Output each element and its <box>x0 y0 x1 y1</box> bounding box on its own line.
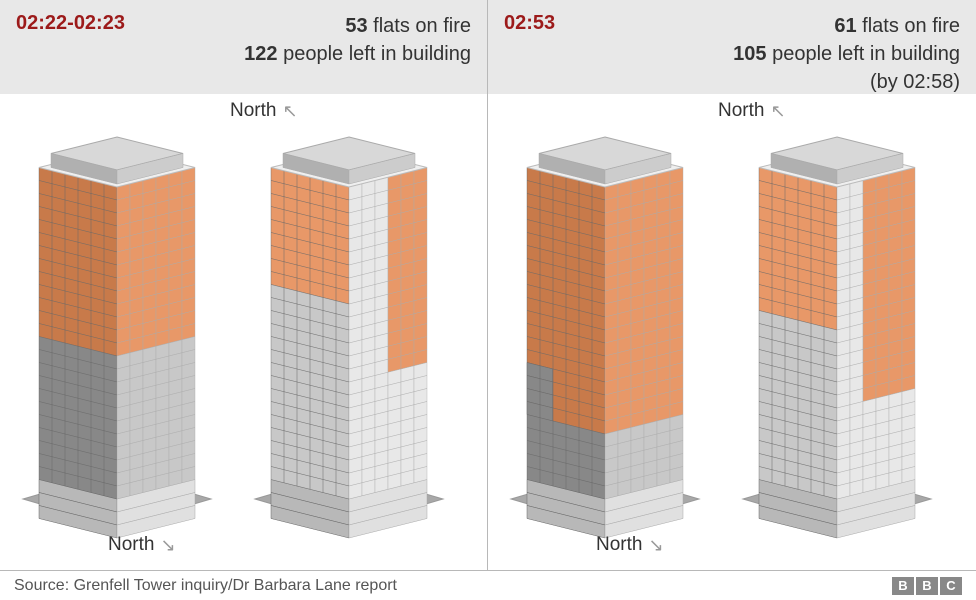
north-bottom: North↘ <box>596 534 664 556</box>
stats-right: 61 flats on fire105 people left in build… <box>733 12 960 96</box>
panel-left: 02:22-02:23 53 flats on fire122 people l… <box>0 0 488 570</box>
north-top: North↖ <box>718 100 786 122</box>
time-right: 02:53 <box>504 12 555 35</box>
north-bottom: North↘ <box>108 534 176 556</box>
north-top: North↖ <box>230 100 298 122</box>
stats-left: 53 flats on fire122 people left in build… <box>244 12 471 68</box>
panel-right: 02:53 61 flats on fire105 people left in… <box>488 0 976 570</box>
time-left: 02:22-02:23 <box>16 12 125 35</box>
bbc-logo: BBC <box>892 577 962 595</box>
panels-container: 02:22-02:23 53 flats on fire122 people l… <box>0 0 976 570</box>
header-right: 02:53 61 flats on fire105 people left in… <box>488 0 976 94</box>
diagram-right: North↖ North↘ <box>488 94 976 570</box>
footer: Source: Grenfell Tower inquiry/Dr Barbar… <box>0 570 976 600</box>
source-text: Source: Grenfell Tower inquiry/Dr Barbar… <box>14 577 397 595</box>
header-left: 02:22-02:23 53 flats on fire122 people l… <box>0 0 487 94</box>
diagram-left: North↖ North↘ <box>0 94 487 570</box>
